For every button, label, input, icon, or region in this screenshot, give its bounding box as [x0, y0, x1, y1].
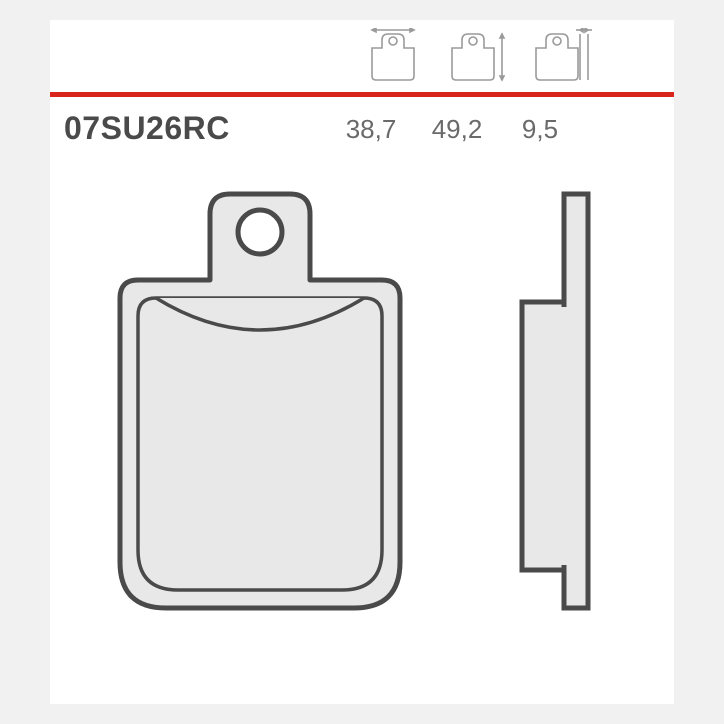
header-icon-row [50, 28, 674, 84]
spec-canvas: 07SU26RC 38,7 49,2 9,5 [50, 20, 674, 704]
pad-icon-thickness [528, 28, 594, 84]
red-divider [50, 92, 674, 97]
pad-icon-width [360, 28, 426, 84]
technical-drawing [50, 170, 674, 670]
dim-thickness: 9,5 [510, 114, 570, 145]
dim-height: 49,2 [422, 114, 492, 145]
dim-width: 38,7 [336, 114, 406, 145]
part-number: 07SU26RC [64, 110, 230, 147]
friction-block [522, 302, 564, 570]
pad-icon-height [444, 28, 510, 84]
mounting-hole [238, 210, 282, 254]
front-view [120, 194, 400, 608]
side-view [522, 194, 588, 608]
